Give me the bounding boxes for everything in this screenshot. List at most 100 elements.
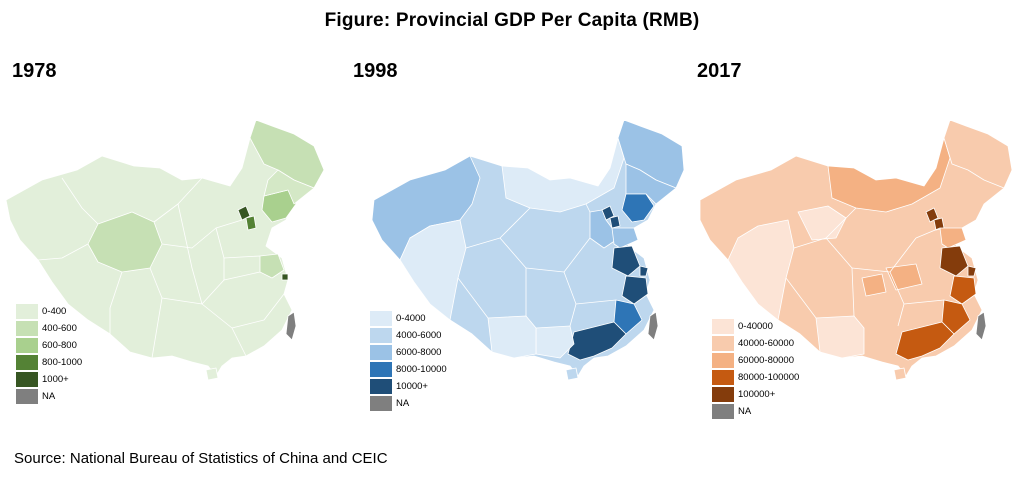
legend-label: NA — [738, 406, 752, 417]
legend-item: 400-600 — [16, 320, 82, 337]
province-heilongjiang — [249, 119, 325, 189]
legend-item: 6000-8000 — [370, 344, 447, 361]
legend-swatch — [712, 404, 734, 419]
china-map-1978 — [5, 119, 325, 381]
province-taiwan — [285, 311, 297, 341]
legend-swatch — [712, 353, 734, 368]
legend-label: 400-600 — [42, 323, 77, 334]
legend-swatch — [370, 396, 392, 411]
province-tibet — [399, 219, 467, 321]
legend-label: NA — [42, 391, 56, 402]
province-shandong — [939, 227, 967, 249]
legend-swatch — [16, 338, 38, 353]
legend-item: 0-400 — [16, 303, 82, 320]
legend-swatch — [712, 387, 734, 402]
legend-item: NA — [370, 395, 447, 412]
province-yunnan — [487, 315, 537, 359]
legend-label: 100000+ — [738, 389, 776, 400]
legend-item: 8000-10000 — [370, 361, 447, 378]
legend-item: 1000+ — [16, 371, 82, 388]
legend-label: 600-800 — [42, 340, 77, 351]
province-tianjin — [245, 215, 257, 231]
province-tianjin — [609, 215, 621, 229]
province-hainan — [205, 367, 219, 381]
legend-1978: 0-400 400-600 600-800 800-1000 1000+ NA — [16, 303, 82, 405]
legend-1998: 0-4000 4000-6000 6000-8000 8000-10000 10… — [370, 310, 447, 412]
legend-label: 0-40000 — [738, 321, 773, 332]
legend-swatch — [370, 345, 392, 360]
province-hainan — [893, 367, 907, 381]
legend-item: 100000+ — [712, 386, 799, 403]
country-shape — [5, 119, 325, 377]
figure-title: Figure: Provincial GDP Per Capita (RMB) — [324, 10, 700, 31]
legend-label: 4000-6000 — [396, 330, 442, 341]
legend-label: 0-400 — [42, 306, 67, 317]
legend-item: 60000-80000 — [712, 352, 799, 369]
legend-item: 80000-100000 — [712, 369, 799, 386]
province-hainan — [565, 367, 579, 381]
legend-swatch — [712, 319, 734, 334]
legend-item: NA — [712, 403, 799, 420]
legend-swatch — [370, 311, 392, 326]
legend-item: 0-4000 — [370, 310, 447, 327]
legend-label: 60000-80000 — [738, 355, 794, 366]
province-fujian — [613, 299, 643, 335]
legend-swatch — [16, 372, 38, 387]
province-yunnan — [815, 315, 865, 359]
legend-item: 0-40000 — [712, 318, 799, 335]
legend-item: 800-1000 — [16, 354, 82, 371]
province-zhejiang — [949, 275, 977, 305]
legend-item: 40000-60000 — [712, 335, 799, 352]
legend-label: 800-1000 — [42, 357, 83, 368]
province-heilongjiang — [943, 119, 1013, 189]
legend-swatch — [370, 328, 392, 343]
province-tibet — [727, 219, 795, 321]
legend-label: NA — [396, 398, 410, 409]
year-label-1978: 1978 — [12, 60, 57, 82]
legend-item: 4000-6000 — [370, 327, 447, 344]
province-jilin — [263, 169, 315, 205]
legend-label: 10000+ — [396, 381, 428, 392]
legend-label: 8000-10000 — [396, 364, 447, 375]
legend-swatch — [370, 379, 392, 394]
legend-swatch — [16, 321, 38, 336]
legend-item: 600-800 — [16, 337, 82, 354]
province-chongqing — [861, 273, 887, 297]
legend-swatch — [370, 362, 392, 377]
province-shanghai — [281, 273, 289, 281]
province-guangdong — [895, 321, 955, 361]
legend-label: 0-4000 — [396, 313, 426, 324]
province-fujian — [941, 299, 971, 335]
province-guangdong — [567, 321, 627, 361]
province-zhejiang — [621, 275, 649, 305]
province-shanghai — [639, 265, 649, 277]
province-beijing — [925, 207, 939, 223]
china-map-2017 — [699, 119, 1013, 381]
province-jiangsu — [939, 245, 969, 277]
province-gansu — [797, 205, 847, 241]
province-shanghai — [967, 265, 977, 277]
province-beijing — [237, 205, 251, 221]
legend-label: 80000-100000 — [738, 372, 800, 383]
legend-label: 1000+ — [42, 374, 69, 385]
legend-label: 40000-60000 — [738, 338, 794, 349]
year-label-1998: 1998 — [353, 60, 398, 82]
legend-swatch — [16, 355, 38, 370]
legend-2017: 0-40000 40000-60000 60000-80000 80000-10… — [712, 318, 799, 420]
source-note: Source: National Bureau of Statistics of… — [14, 450, 388, 467]
legend-swatch — [712, 336, 734, 351]
province-liaoning — [621, 193, 655, 223]
china-map-1998 — [371, 119, 685, 381]
legend-label: 6000-8000 — [396, 347, 442, 358]
legend-swatch — [712, 370, 734, 385]
province-taiwan — [975, 311, 987, 341]
province-taiwan — [647, 311, 659, 341]
legend-item: 10000+ — [370, 378, 447, 395]
province-jiangsu — [259, 253, 285, 279]
legend-item: NA — [16, 388, 82, 405]
legend-swatch — [16, 389, 38, 404]
year-label-2017: 2017 — [697, 60, 742, 82]
legend-swatch — [16, 304, 38, 319]
province-shandong — [611, 227, 639, 249]
province-jiangsu — [611, 245, 641, 277]
